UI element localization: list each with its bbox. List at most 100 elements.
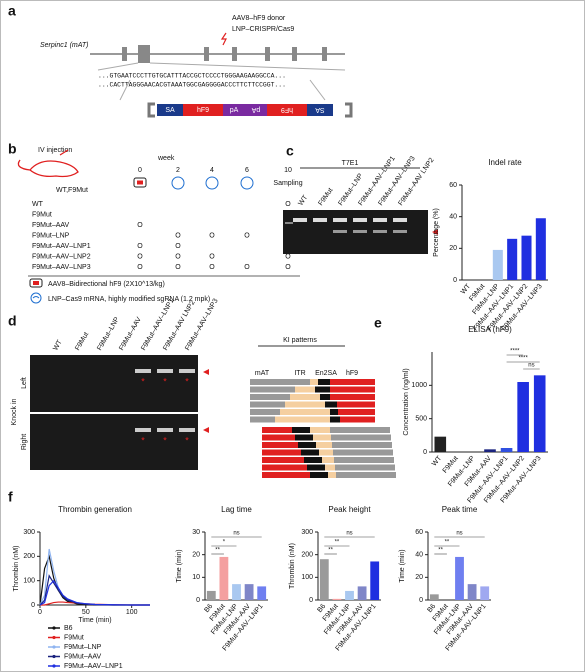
- element-label: ITR: [294, 370, 305, 377]
- gel-band: [179, 369, 195, 373]
- lane-label: F9Mut–AAV–LNP1: [357, 155, 396, 207]
- ki-segment: [310, 472, 328, 478]
- bar: [345, 590, 354, 600]
- cassette-label: hF9: [197, 107, 209, 114]
- lane-label: F9Mut–LNP: [96, 316, 121, 352]
- right-label: Right: [21, 434, 28, 450]
- chart-title: Peak height: [328, 505, 371, 514]
- band-mark: *: [163, 435, 167, 445]
- bar: [507, 238, 518, 280]
- gel-band: [293, 218, 307, 222]
- connector: [119, 79, 131, 101]
- significance-label: ns: [456, 531, 462, 537]
- y-tick-label: 40: [449, 214, 457, 221]
- dose-mark: O: [175, 264, 181, 271]
- cassette-element: [223, 104, 245, 116]
- ki-segment: [336, 472, 396, 478]
- ki-segment: [275, 416, 330, 423]
- ki-segment: [295, 434, 313, 441]
- significance-label: *: [223, 540, 226, 546]
- gel-band: [333, 230, 347, 233]
- ki-segment: [340, 416, 375, 423]
- band-mark: *: [163, 376, 167, 386]
- bar: [480, 586, 490, 600]
- cassette-label: hF9: [281, 106, 293, 113]
- y-tick-label: 200: [301, 552, 313, 559]
- bar: [533, 375, 546, 452]
- dose-mark: O: [137, 222, 143, 229]
- ki-segment: [328, 472, 336, 478]
- x-axis-label: Time (min): [78, 617, 111, 624]
- week-label: week: [157, 155, 175, 162]
- cassette-element: [245, 104, 267, 116]
- ki-segment: [262, 472, 310, 478]
- element-label: mAT: [255, 370, 270, 377]
- y-tick-label: 300: [23, 529, 35, 536]
- gel-image: [30, 414, 198, 470]
- ki-segment: [335, 464, 395, 471]
- bar: [206, 590, 216, 600]
- ki-segment: [334, 457, 394, 463]
- significance-label: **: [328, 548, 333, 554]
- x-tick-label: 0: [38, 609, 42, 616]
- group-label: F9Mut–LNP: [32, 232, 70, 239]
- significance-label: ****: [510, 349, 520, 355]
- ki-segment: [313, 434, 331, 441]
- cassette-label: SA: [165, 107, 175, 114]
- ki-segment: [330, 379, 375, 385]
- y-tick-label: 30: [192, 529, 200, 536]
- y-axis-label: Concentration (ng/ml): [403, 368, 410, 435]
- bar: [244, 584, 254, 600]
- bar: [535, 218, 546, 280]
- ladder: [285, 222, 293, 224]
- legend-icon: [29, 278, 43, 304]
- cassette-label: pA: [251, 106, 260, 113]
- arrowhead: [432, 229, 438, 235]
- y-tick-label: 100: [23, 578, 35, 585]
- panel-label: e: [374, 315, 382, 331]
- connector: [309, 79, 326, 101]
- y-axis-label: Thrombin (nM): [13, 546, 20, 592]
- ki-segment: [250, 416, 275, 423]
- legend-text: AAV8–Bidirectional hF9 (2X10^13/kg): [48, 281, 165, 288]
- ki-segment: [250, 401, 285, 408]
- y-axis-label: Time (min): [399, 549, 406, 582]
- dose-mark: O: [137, 264, 143, 271]
- bar: [429, 594, 439, 600]
- ki-segment: [318, 379, 330, 385]
- chart-title: ELISA (hF9): [468, 325, 512, 334]
- gel-band: [393, 218, 407, 222]
- donor-label: AAV8–hF9 donor: [232, 15, 286, 22]
- legend-label: B6: [64, 625, 73, 632]
- x-tick-label: B6: [203, 603, 214, 614]
- ki-segment: [325, 464, 335, 471]
- week-number: 6: [245, 167, 249, 174]
- band-mark: *: [185, 435, 189, 445]
- ki-segment: [333, 449, 393, 456]
- significance-label: **: [335, 540, 340, 546]
- assay-label: T7E1: [342, 160, 359, 167]
- ki-segment: [316, 442, 332, 448]
- ki-segment: [325, 401, 337, 408]
- cassette-label: SA: [315, 106, 325, 113]
- band-mark: *: [185, 376, 189, 386]
- legend-label: F9Mut–AAV–LNP1: [64, 663, 123, 670]
- panel-label: c: [286, 143, 294, 159]
- ki-segment: [262, 434, 295, 441]
- ki-segment: [250, 386, 295, 393]
- lane-label: F9Mut–AAV: [118, 316, 143, 352]
- dose-mark: O: [175, 253, 181, 260]
- band-mark: *: [141, 376, 145, 386]
- element-label: hF9: [346, 370, 358, 377]
- lnp-icon: [171, 176, 185, 190]
- ki-segment: [315, 386, 330, 393]
- lane-label: F9Mut–AAV–LNP3: [377, 155, 416, 207]
- data-line: [39, 548, 150, 606]
- ki-segment: [250, 394, 290, 400]
- ki-segment: [337, 401, 375, 408]
- ki-segment: [310, 379, 318, 385]
- bar: [357, 586, 367, 600]
- legend-label: F9Mut: [64, 634, 84, 641]
- panel-label: b: [8, 141, 17, 157]
- y-tick-label: 0: [31, 602, 35, 609]
